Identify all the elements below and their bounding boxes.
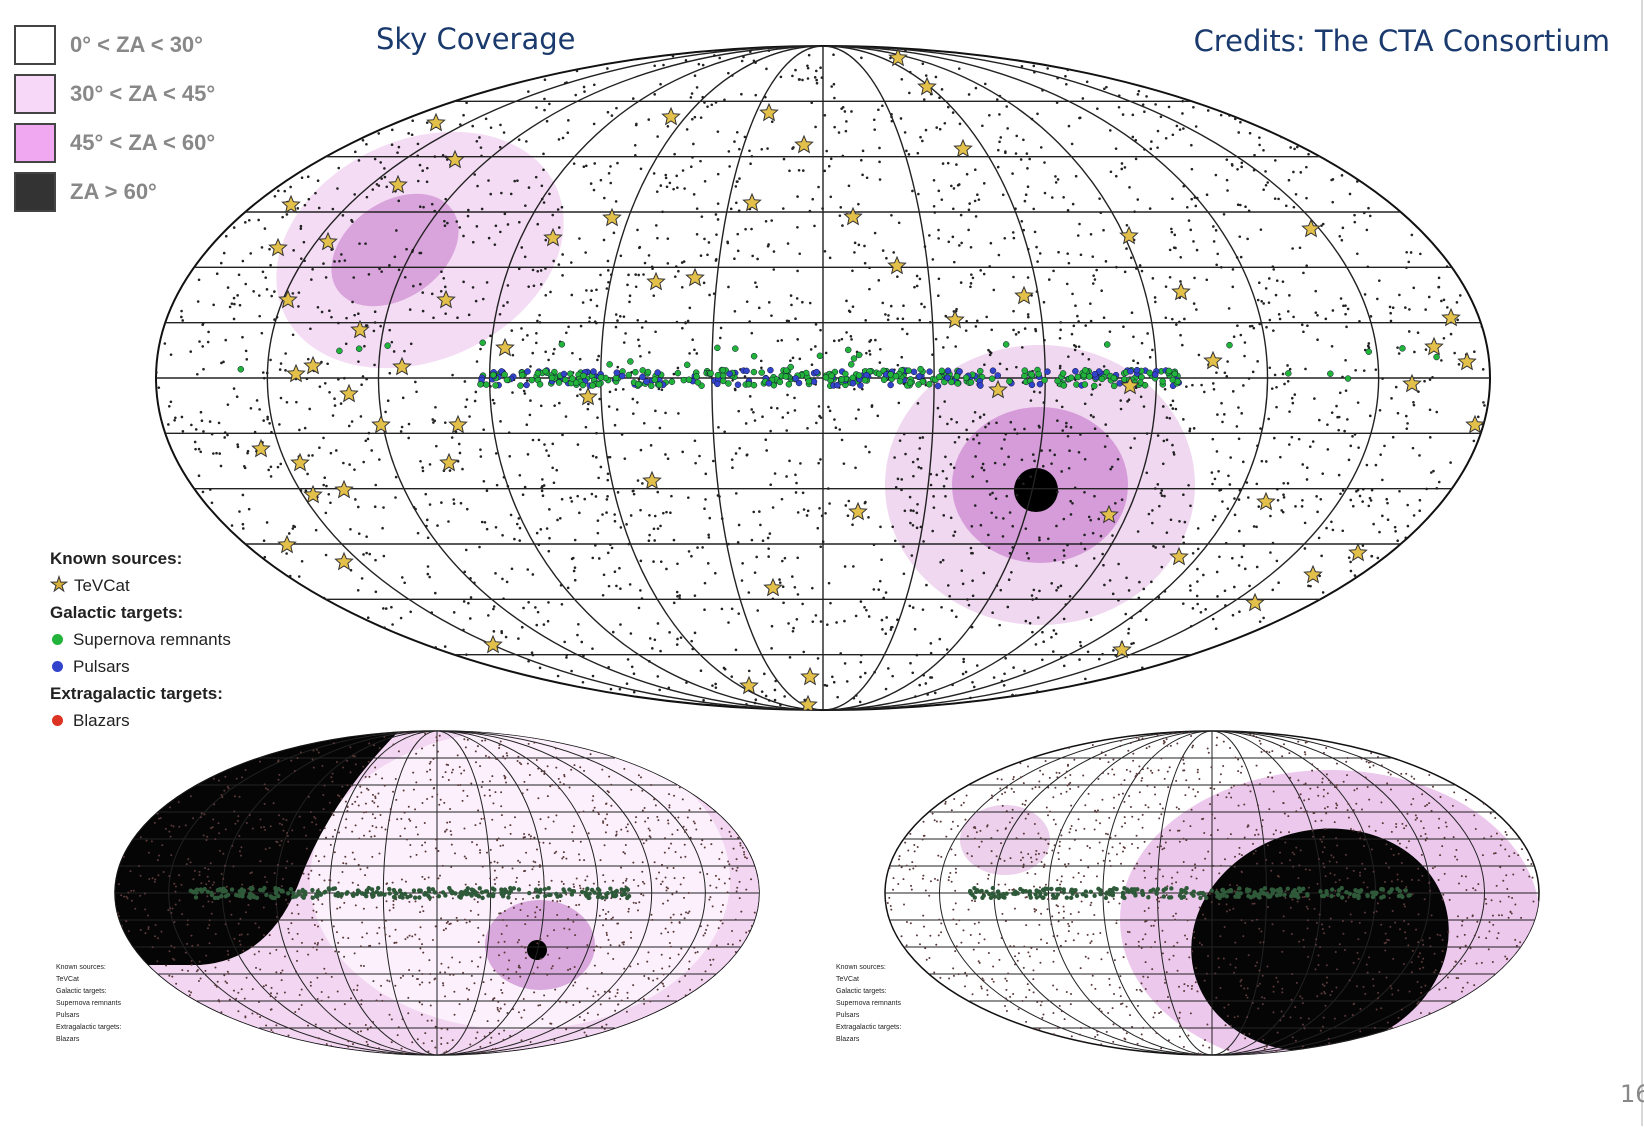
mini-legend-left: Known sources: TeVCat Galactic targets: … <box>56 962 121 1046</box>
star-icon: ★ <box>50 574 69 597</box>
blazars-legend-item: Blazars <box>50 707 231 734</box>
green-dot-icon <box>52 634 63 645</box>
mini-extragalactic-heading: Extragalactic targets: <box>836 1024 902 1031</box>
za-swatch-0-30 <box>14 25 56 65</box>
main-sky-map <box>155 45 1491 711</box>
galactic-plane-sources <box>237 339 1440 390</box>
blazars-label: Blazars <box>73 711 130 730</box>
za-label: 45° < ZA < 60° <box>70 130 216 155</box>
mini-known-heading: Known sources: <box>836 964 886 971</box>
za-legend-item: 0° < ZA < 30° <box>14 22 215 68</box>
za-legend-item: 45° < ZA < 60° <box>14 120 215 166</box>
main-grid <box>156 46 1490 710</box>
za-45-60-region-north <box>331 193 459 307</box>
bottom-right-sky-map <box>884 730 1540 1056</box>
za-swatch-45-60 <box>14 123 56 163</box>
mini-galactic-heading: Galactic targets: <box>56 988 107 995</box>
za-label: 0° < ZA < 30° <box>70 32 203 57</box>
za-legend-item: 30° < ZA < 45° <box>14 71 215 117</box>
red-dot-icon <box>52 715 63 726</box>
tevcat-stars <box>251 47 1485 710</box>
za-label: 30° < ZA < 45° <box>70 81 216 106</box>
snr-legend-item: Supernova remnants <box>50 626 231 653</box>
pulsars-label: Pulsars <box>73 657 130 676</box>
known-sources-heading: Known sources: <box>50 549 183 568</box>
snr-label: Supernova remnants <box>73 630 231 649</box>
slide-title: Sky Coverage <box>376 22 576 56</box>
mini-snr-label: Supernova remnants <box>56 1000 121 1007</box>
za-swatch-30-45 <box>14 74 56 114</box>
source-legend: Known sources: ★ TeVCat Galactic targets… <box>50 545 231 734</box>
za-swatch-60 <box>14 172 56 212</box>
za-label: ZA > 60° <box>70 179 157 204</box>
mini-pulsars-label: Pulsars <box>56 1012 80 1019</box>
mini-galactic-heading: Galactic targets: <box>836 988 887 995</box>
mini-tevcat-label: TeVCat <box>56 976 79 983</box>
pulsars-legend-item: Pulsars <box>50 653 231 680</box>
zenith-angle-legend: 0° < ZA < 30° 30° < ZA < 45° 45° < ZA < … <box>14 22 215 218</box>
mini-legend-right: Known sources: TeVCat Galactic targets: … <box>836 962 901 1046</box>
mini-blazars-label: Blazars <box>836 1036 860 1043</box>
credits-text: Credits: The CTA Consortium <box>1193 24 1610 58</box>
mini-tevcat-label: TeVCat <box>836 976 859 983</box>
mini-blazars-label: Blazars <box>56 1036 80 1043</box>
page-number: 16 <box>1620 1080 1644 1108</box>
mini-pulsars-label: Pulsars <box>836 1012 860 1019</box>
tevcat-legend-item: ★ TeVCat <box>50 572 231 599</box>
mini-snr-label: Supernova remnants <box>836 1000 901 1007</box>
tevcat-label: TeVCat <box>73 576 130 595</box>
za-legend-item: ZA > 60° <box>14 169 215 215</box>
extragalactic-targets-heading: Extragalactic targets: <box>50 684 223 703</box>
blue-dot-icon <box>52 661 63 672</box>
mini-known-heading: Known sources: <box>56 964 106 971</box>
galactic-targets-heading: Galactic targets: <box>50 603 184 622</box>
za-60-region-south <box>1014 468 1058 512</box>
bottom-left-sky-map <box>114 730 760 1056</box>
mini-extragalactic-heading: Extragalactic targets: <box>56 1024 122 1031</box>
